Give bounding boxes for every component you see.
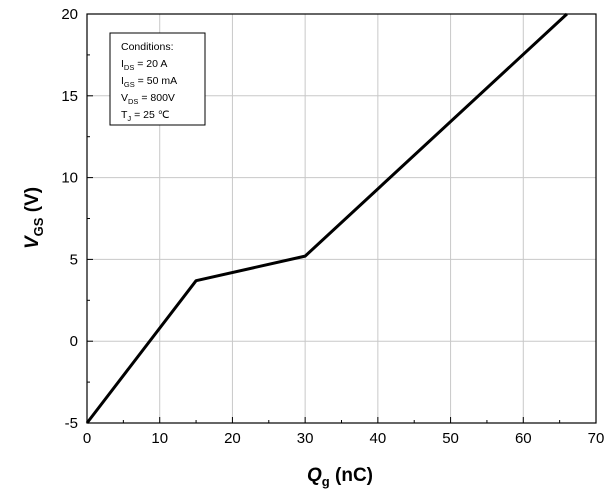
condition-vds: VDS = 800V [121,92,175,106]
x-tick-labels: 0 10 20 30 40 50 60 70 [83,430,605,447]
conditions-box: Conditions: IDS = 20 A IGS = 50 mA VDS =… [109,32,206,126]
x-axis-label: Qg (nC) [307,465,373,489]
y-tick-label: 5 [70,251,78,268]
y-tick-label: 20 [61,6,78,23]
condition-ids: IDS = 20 A [121,58,167,72]
tick-marks [86,13,597,424]
condition-igs: IGS = 50 mA [121,75,177,89]
x-tick-label: 30 [297,430,314,447]
x-tick-label: 40 [370,430,387,447]
x-tick-label: 10 [151,430,168,447]
y-tick-label: 10 [61,170,78,187]
vgs-qg-curve [85,12,568,424]
series-layer [85,12,568,424]
conditions-frame [109,32,206,126]
y-axis-label: VGS (V) [22,187,46,249]
y-tick-label: 15 [61,88,78,105]
grid-lines [87,14,596,423]
condition-tj: TJ = 25 ℃ [121,109,170,123]
x-tick-label: 70 [588,430,605,447]
x-tick-label: 50 [442,430,459,447]
x-tick-label: 0 [83,430,91,447]
y-tick-labels: -5 0 5 10 15 20 [61,6,78,432]
x-tick-label: 20 [224,430,241,447]
x-tick-label: 60 [515,430,532,447]
conditions-title: Conditions: [121,41,174,53]
y-tick-label: 0 [70,333,78,350]
y-tick-label: -5 [65,415,78,432]
